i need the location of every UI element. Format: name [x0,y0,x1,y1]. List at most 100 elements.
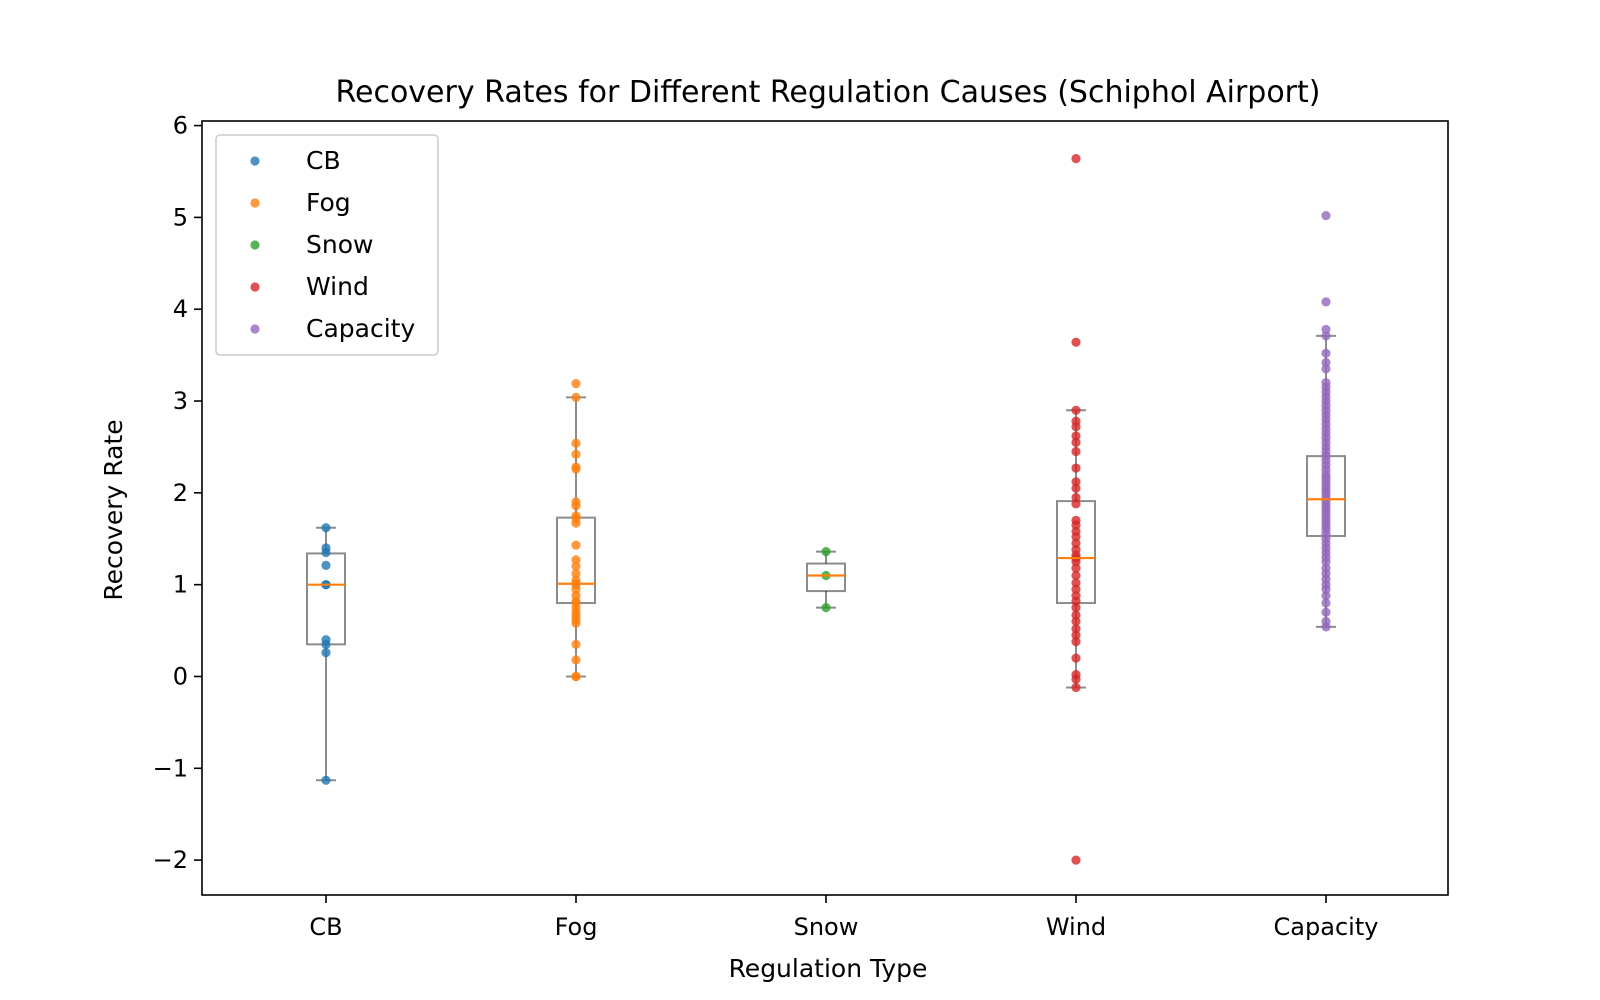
series-capacity [1306,210,1346,632]
plot-frame [201,120,1449,896]
data-point [571,438,581,448]
data-point [1321,616,1331,626]
data-point [1071,477,1081,487]
data-point [1321,331,1331,341]
data-point [1071,578,1081,588]
legend-marker [250,324,260,334]
data-point [571,497,581,507]
data-point [1321,210,1331,221]
y-tick-label: 5 [173,203,188,231]
data-point [571,392,581,402]
data-point [1071,570,1081,581]
data-point [1071,563,1081,573]
box [806,562,846,593]
legend-entry: Capacity [306,314,415,343]
data-point [321,543,331,553]
data-point [821,603,831,613]
data-point [1071,538,1081,548]
data-point [1321,297,1331,307]
data-point [1071,636,1081,647]
data-point [1321,348,1331,358]
data-point [571,575,581,585]
y-tick-label: 0 [173,662,188,690]
data-point [1071,405,1081,415]
data-point [1071,483,1081,493]
data-point [1071,610,1081,620]
y-tick-label: 1 [173,571,188,599]
data-point [571,591,581,601]
y-tick-label: 4 [173,295,188,323]
x-axis: CB Fog Snow Wind Capacity [309,895,1378,941]
x-axis-label: Regulation Type [729,954,928,983]
data-point [1321,378,1331,388]
series-wind [1056,154,1096,865]
data-point [1071,624,1081,634]
data-point [571,378,581,389]
y-axis: −2 −1 0 1 2 3 4 5 6 [153,112,202,874]
data-point [321,560,331,570]
y-tick-label: −1 [153,754,188,782]
y-tick-label: 3 [173,387,188,415]
data-point [1071,526,1081,537]
data-point [1071,463,1081,473]
series-cb [306,523,346,785]
data-point [1321,591,1331,601]
data-point [571,561,581,571]
data-point [1071,591,1081,601]
data-point [571,555,581,565]
data-point [1071,446,1081,457]
data-point [1321,364,1331,374]
legend-box [215,134,439,356]
x-tick-label: Snow [794,913,859,941]
legend-marker [250,156,260,166]
y-tick-label: 2 [173,479,188,507]
legend-entry: Fog [306,188,351,217]
data-point [571,569,581,579]
legend: CB Fog Snow Wind Capacity [215,134,439,356]
y-axis-label: Recovery Rate [99,419,128,600]
data-point [571,639,581,649]
data-point [1071,603,1081,613]
plot-area [306,154,1346,865]
data-point [1071,616,1081,626]
x-tick-label: Capacity [1274,913,1379,941]
data-point [1071,855,1081,865]
data-point [1071,584,1081,594]
data-point [571,671,581,682]
data-point [1321,607,1331,617]
legend-entry: CB [306,146,341,175]
data-point [571,462,581,472]
data-point [571,449,581,459]
x-tick-label: CB [309,913,342,941]
y-tick-label: 6 [173,112,188,140]
chart-title: Recovery Rates for Different Regulation … [336,75,1321,110]
x-tick-label: Fog [555,913,598,941]
legend-entry: Snow [306,230,373,259]
data-point [1321,357,1331,368]
x-tick-label: Wind [1046,913,1106,941]
data-point [1071,154,1081,164]
data-point [1071,653,1081,663]
data-point [1071,682,1081,693]
data-point [1071,515,1081,525]
data-point [571,540,581,550]
data-point [821,547,831,557]
data-point [1321,563,1331,573]
data-point [1071,670,1081,680]
data-point [321,775,331,785]
data-point [1071,545,1081,555]
data-point [1321,598,1331,608]
data-point [1071,499,1081,509]
data-point [1071,630,1081,640]
data-point [321,523,331,533]
data-point [571,511,581,521]
series-fog [556,378,596,682]
data-point [1071,492,1081,503]
data-point [321,648,331,658]
legend-marker [250,240,260,250]
y-tick-label: −2 [153,846,188,874]
data-point [571,655,581,665]
data-point [321,635,331,645]
legend-entry: Wind [306,272,369,301]
